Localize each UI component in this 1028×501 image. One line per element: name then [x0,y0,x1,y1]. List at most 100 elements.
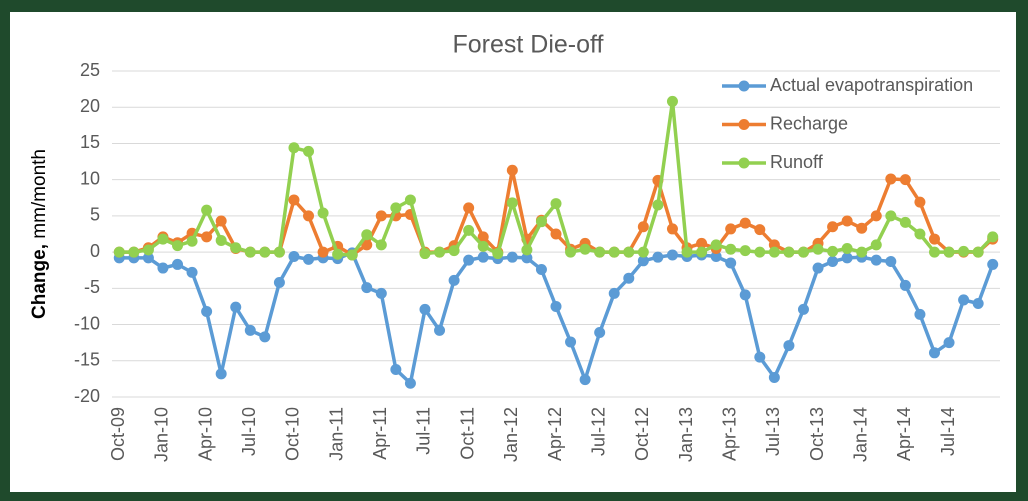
y-tick-label: 10 [80,168,100,188]
data-point [856,222,868,234]
data-point [841,242,853,254]
x-tick-label: Apr-12 [545,407,565,461]
x-tick-label: Oct-11 [457,407,477,460]
data-point [492,248,504,260]
data-point [972,246,984,258]
data-point [725,243,737,255]
x-tick-label: Jan-14 [850,407,870,462]
data-point [899,216,911,228]
data-point [987,258,999,270]
data-point [812,262,824,274]
legend-label: Actual evapotranspiration [770,75,973,95]
data-point [535,216,547,228]
data-point [361,229,373,241]
data-point [899,174,911,186]
data-point [565,246,577,258]
data-point [506,197,518,209]
data-point [608,246,620,258]
data-point [928,246,940,258]
data-point [230,242,242,254]
data-point [652,251,664,263]
y-axis-label: Change, mm/month [29,149,50,319]
legend-marker [738,157,750,169]
data-point [404,194,416,206]
data-point [419,303,431,315]
data-point [710,239,722,251]
data-point [113,246,125,258]
data-point [943,337,955,349]
data-point [972,298,984,310]
data-point [827,256,839,268]
y-tick-label: 25 [80,60,100,80]
data-point [987,231,999,243]
data-point [244,324,256,336]
data-point [419,248,431,260]
data-point [201,306,213,318]
data-point [856,246,868,258]
x-tick-label: Apr-10 [195,407,215,461]
data-point [201,204,213,216]
data-point [768,371,780,383]
x-tick-label: Jul-12 [588,407,608,456]
data-point [666,223,678,235]
data-point [142,244,154,256]
data-point [463,254,475,266]
data-point [841,252,853,264]
data-point [550,228,562,240]
data-point [565,336,577,348]
legend-label: Runoff [770,152,824,172]
data-point [172,240,184,252]
data-point [303,145,315,157]
data-point [608,287,620,299]
data-point [477,231,489,243]
data-point [244,246,256,258]
data-point [346,249,358,261]
data-point [550,300,562,312]
data-point [434,324,446,336]
data-point [361,282,373,294]
data-point [783,340,795,352]
data-point [535,263,547,275]
y-tick-label: 5 [90,205,100,225]
data-point [754,351,766,363]
data-point [754,246,766,258]
data-point [928,233,940,245]
data-point [288,194,300,206]
data-point [448,274,460,286]
data-point [885,210,897,222]
data-point [186,235,198,247]
data-point [434,246,446,258]
data-point [142,252,154,264]
data-point [521,252,533,264]
x-tick-label: Oct-09 [108,407,128,461]
data-point [725,257,737,269]
y-tick-label: 0 [90,241,100,261]
data-point [797,246,809,258]
data-point [768,246,780,258]
data-point [273,246,285,258]
data-point [958,294,970,306]
data-point [506,251,518,263]
x-tick-label: Jan-12 [501,407,521,462]
x-tick-label: Jan-11 [326,407,346,461]
legend-marker [738,119,750,130]
data-point [666,95,678,107]
data-point [303,210,315,222]
x-tick-label: Oct-12 [632,407,652,461]
x-tick-label: Jul-13 [763,407,783,456]
y-axis-label-bold: Change, [29,244,50,319]
y-tick-label: -10 [74,313,100,333]
data-point [579,243,591,255]
data-point [739,289,751,301]
data-point [870,210,882,222]
data-point [375,210,387,222]
y-tick-label: 15 [80,132,100,152]
data-point [739,245,751,257]
data-point [841,215,853,227]
data-point [623,246,635,258]
data-point [725,223,737,235]
data-point [390,363,402,375]
data-point [914,308,926,320]
